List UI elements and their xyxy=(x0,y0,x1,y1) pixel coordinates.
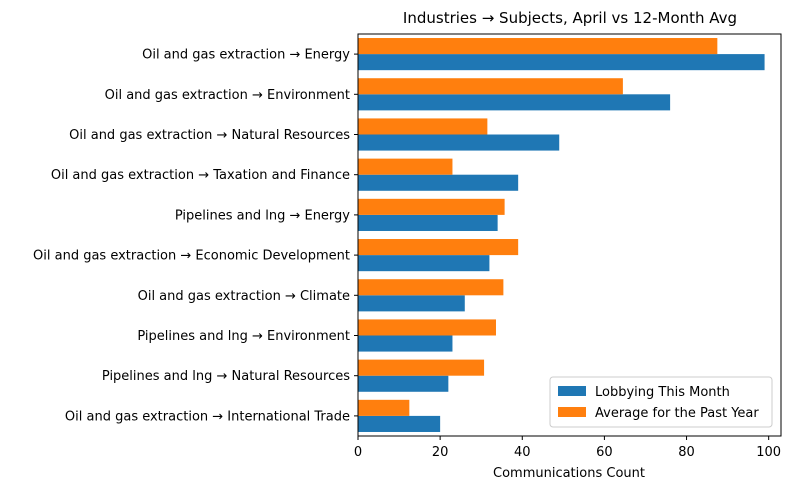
bar-past-year-avg xyxy=(358,158,453,175)
y-tick-label: Oil and gas extraction → Energy xyxy=(142,48,350,63)
bar-this-month xyxy=(358,54,765,71)
bar-past-year-avg xyxy=(358,279,504,296)
x-axis-label: Communications Count xyxy=(493,466,645,481)
y-tick-label: Pipelines and lng → Natural Resources xyxy=(102,369,350,384)
y-tick-label: Oil and gas extraction → Economic Develo… xyxy=(33,249,350,264)
bar-past-year-avg xyxy=(358,319,496,336)
legend-box xyxy=(549,376,773,428)
x-tick-label: 40 xyxy=(514,445,531,460)
bar-past-year-avg xyxy=(358,198,505,215)
legend-entry: Average for the Past Year xyxy=(595,406,759,421)
x-tick-label: 0 xyxy=(354,445,362,460)
x-tick-label: 80 xyxy=(678,445,695,460)
x-tick-label: 60 xyxy=(596,445,613,460)
bar-this-month xyxy=(358,295,465,312)
legend: Lobbying This Month Average for the Past … xyxy=(549,376,773,428)
bar-past-year-avg xyxy=(358,359,485,376)
legend-entry: Lobbying This Month xyxy=(595,385,730,400)
bar-this-month xyxy=(358,335,453,352)
legend-swatch xyxy=(558,407,586,417)
bar-past-year-avg xyxy=(358,38,718,55)
bar-this-month xyxy=(358,174,519,191)
bar-this-month xyxy=(358,214,498,231)
y-tick-label: Oil and gas extraction → Natural Resourc… xyxy=(69,128,350,143)
y-tick-label: Oil and gas extraction → International T… xyxy=(65,409,350,424)
x-tick-label: 20 xyxy=(432,445,449,460)
bar-past-year-avg xyxy=(358,239,519,256)
y-tick-label: Pipelines and lng → Energy xyxy=(175,208,350,223)
x-tick-label: 100 xyxy=(756,445,781,460)
bar-this-month xyxy=(358,375,449,392)
bar-past-year-avg xyxy=(358,399,410,416)
y-tick-label: Pipelines and lng → Environment xyxy=(137,329,350,344)
bar-this-month xyxy=(358,134,560,151)
legend-swatch xyxy=(558,386,586,396)
y-tick-label: Oil and gas extraction → Environment xyxy=(105,88,350,103)
bar-this-month xyxy=(358,255,490,272)
y-tick-label: Oil and gas extraction → Climate xyxy=(138,289,350,304)
plot-frame xyxy=(357,33,782,437)
bar-this-month xyxy=(358,415,441,432)
bar-this-month xyxy=(358,94,671,111)
bar-past-year-avg xyxy=(358,78,623,95)
plot-area: Oil and gas extraction → Energy Oil and g… xyxy=(33,33,782,460)
chart-title: Industries → Subjects, April vs 12-Month… xyxy=(403,9,737,27)
y-tick-label: Oil and gas extraction → Taxation and Fi… xyxy=(51,168,350,183)
bar-past-year-avg xyxy=(358,118,488,135)
